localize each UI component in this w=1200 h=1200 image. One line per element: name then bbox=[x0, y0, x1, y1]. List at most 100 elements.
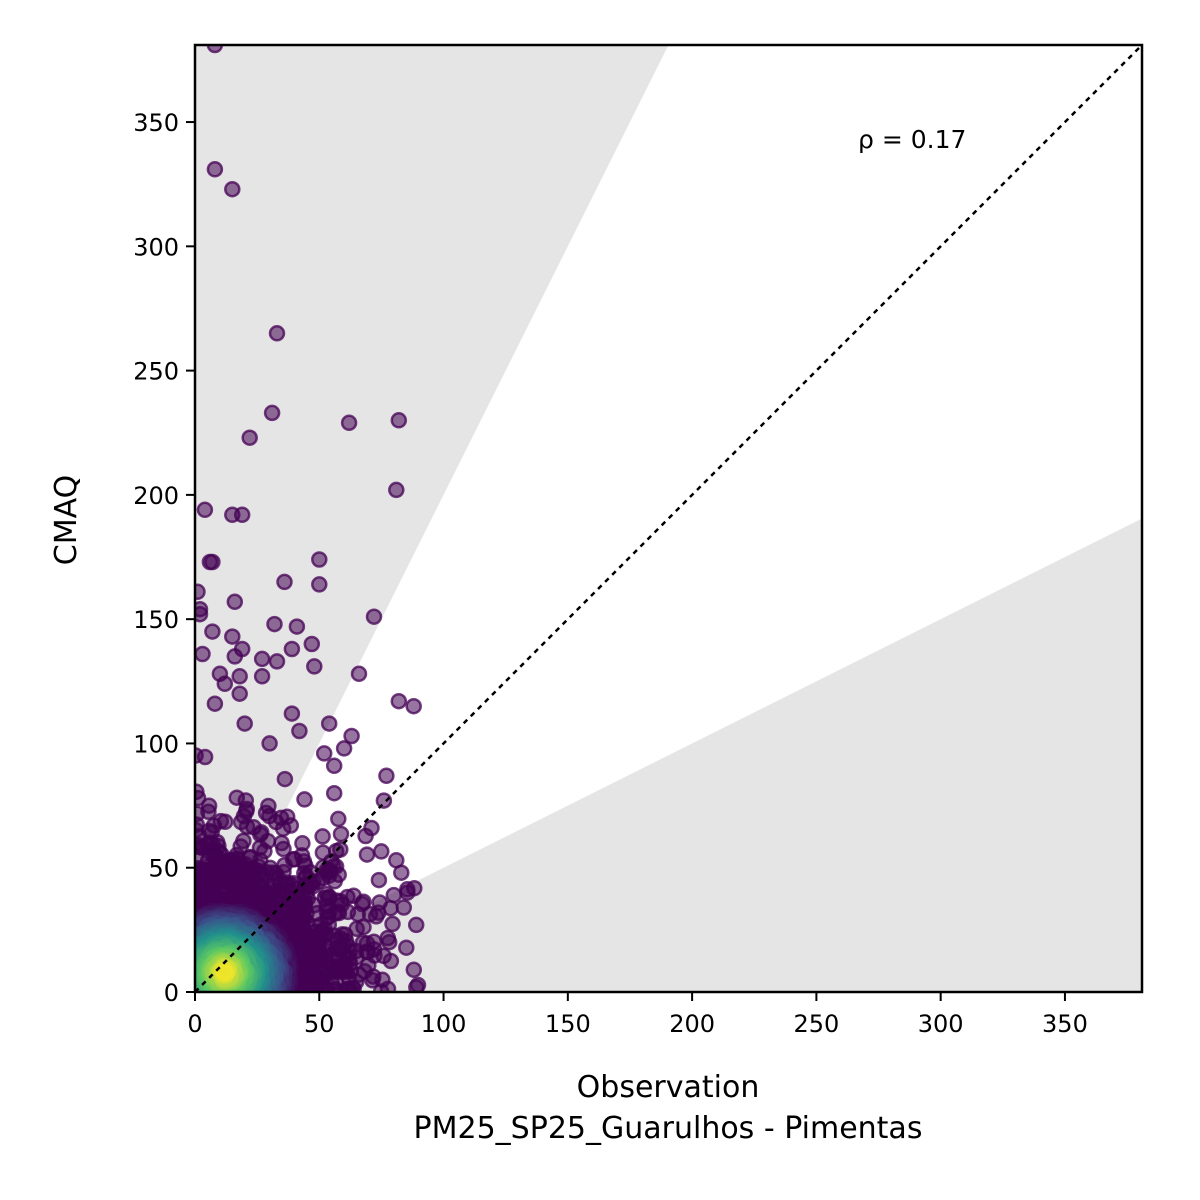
data-point bbox=[365, 608, 383, 625]
data-point bbox=[378, 767, 395, 785]
data-point bbox=[263, 404, 281, 422]
data-point bbox=[408, 979, 425, 992]
y-axis-label: CMAQ bbox=[49, 475, 84, 565]
data-point bbox=[268, 325, 286, 342]
data-point bbox=[306, 658, 323, 675]
data-point bbox=[350, 665, 368, 683]
y-tick-label: 250 bbox=[133, 358, 179, 386]
data-point bbox=[405, 697, 422, 715]
data-point bbox=[196, 748, 214, 766]
x-tick-label: 250 bbox=[793, 1010, 839, 1038]
data-point bbox=[375, 792, 393, 809]
data-point bbox=[363, 819, 380, 837]
x-tick-label: 100 bbox=[421, 1010, 467, 1038]
data-point bbox=[195, 645, 211, 663]
y-tick-label: 200 bbox=[133, 482, 179, 510]
data-point bbox=[311, 576, 328, 593]
x-axis: 0 50 100 150 200 250 300 350 bbox=[187, 992, 1088, 1038]
data-point bbox=[407, 916, 425, 934]
data-point bbox=[276, 770, 294, 788]
x-tick-label: 0 bbox=[187, 1010, 202, 1038]
data-point bbox=[253, 650, 271, 668]
data-point bbox=[238, 818, 256, 835]
correlation-annotation: ρ = 0.17 bbox=[858, 125, 966, 154]
data-point bbox=[315, 745, 333, 762]
data-point bbox=[206, 695, 224, 712]
data-point bbox=[216, 675, 234, 693]
x-tick-label: 50 bbox=[304, 1010, 335, 1038]
data-point bbox=[311, 551, 328, 568]
data-point bbox=[236, 715, 253, 732]
data-point bbox=[399, 884, 416, 901]
x-tick-label: 150 bbox=[545, 1010, 591, 1038]
shaded-region-lower bbox=[195, 518, 1142, 992]
data-point bbox=[303, 635, 321, 653]
x-tick-label: 350 bbox=[1042, 1010, 1088, 1038]
data-point bbox=[283, 705, 301, 722]
data-point bbox=[224, 180, 241, 198]
data-point bbox=[226, 648, 244, 665]
data-point bbox=[215, 964, 233, 982]
data-point bbox=[275, 840, 292, 858]
data-point bbox=[390, 692, 408, 710]
data-point bbox=[276, 573, 293, 591]
data-point bbox=[206, 45, 224, 54]
x-tick-label: 300 bbox=[918, 1010, 964, 1038]
data-point bbox=[224, 628, 241, 645]
data-point bbox=[195, 583, 206, 601]
one-to-one-line bbox=[195, 45, 1142, 992]
data-point bbox=[206, 161, 224, 178]
x-tick-label: 200 bbox=[669, 1010, 715, 1038]
plot-frame bbox=[193, 43, 1144, 994]
plot-area bbox=[195, 45, 1142, 992]
data-point bbox=[231, 685, 248, 702]
data-point bbox=[241, 429, 258, 446]
data-point bbox=[340, 414, 358, 432]
data-point bbox=[335, 740, 353, 757]
data-point bbox=[266, 615, 283, 633]
data-point bbox=[398, 939, 415, 956]
x-axis-label: Observation bbox=[577, 1070, 760, 1105]
data-point bbox=[358, 846, 376, 863]
data-point bbox=[379, 929, 397, 947]
data-point bbox=[291, 722, 308, 740]
data-point bbox=[288, 618, 306, 635]
data-point bbox=[373, 843, 390, 860]
data-point bbox=[332, 825, 350, 843]
data-point bbox=[231, 668, 248, 685]
data-point bbox=[233, 506, 251, 524]
data-point bbox=[343, 727, 360, 745]
data-point bbox=[261, 735, 278, 752]
data-point bbox=[370, 871, 388, 889]
data-point bbox=[314, 828, 331, 845]
y-tick-label: 150 bbox=[133, 606, 179, 634]
data-point bbox=[204, 553, 221, 571]
data-point bbox=[388, 481, 405, 499]
data-point bbox=[325, 757, 343, 775]
data-point bbox=[395, 899, 413, 916]
data-point bbox=[393, 864, 410, 881]
data-point bbox=[283, 640, 301, 658]
data-point bbox=[296, 791, 313, 808]
data-point bbox=[390, 412, 408, 429]
y-tick-label: 0 bbox=[164, 979, 179, 1007]
data-point bbox=[405, 961, 423, 979]
y-axis: 0 50 100 150 200 250 300 350 bbox=[133, 109, 195, 1007]
data-point bbox=[384, 915, 401, 933]
y-tick-label: 350 bbox=[133, 109, 179, 137]
y-tick-label: 50 bbox=[148, 855, 179, 883]
y-tick-label: 300 bbox=[133, 233, 179, 261]
data-point bbox=[195, 605, 209, 623]
data-point bbox=[274, 820, 292, 837]
data-point bbox=[204, 623, 221, 640]
data-point bbox=[268, 653, 286, 670]
data-point bbox=[196, 501, 214, 519]
shaded-region-upper bbox=[195, 45, 669, 992]
data-point bbox=[253, 668, 271, 685]
x-axis-sublabel: PM25_SP25_Guarulhos - Pimentas bbox=[414, 1111, 923, 1146]
data-point bbox=[330, 810, 347, 828]
data-point bbox=[226, 593, 244, 611]
data-point bbox=[325, 784, 343, 802]
data-point bbox=[385, 886, 403, 904]
